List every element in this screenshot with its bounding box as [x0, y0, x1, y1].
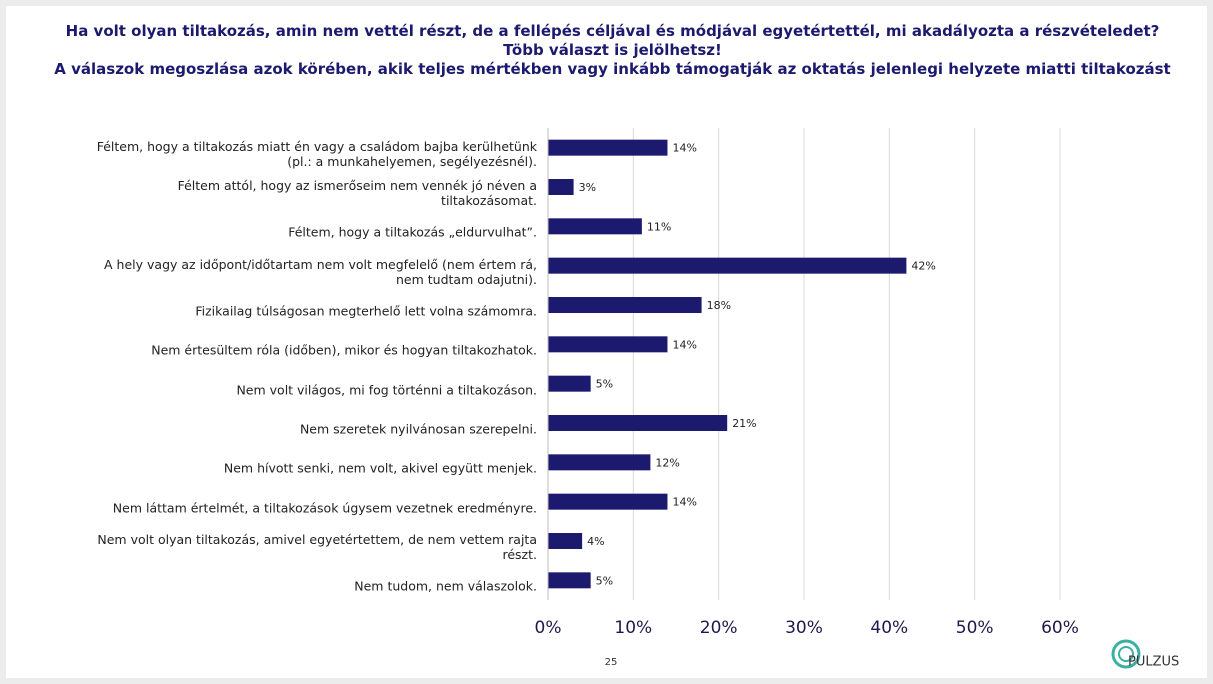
chart-subtitle: A válaszok megoszlása azok körében, akik… [54, 60, 1171, 78]
x-tick-label: 20% [700, 618, 738, 638]
category-label: Féltem attól, hogy az ismerőseim nem ven… [177, 178, 537, 208]
bar [548, 179, 574, 195]
bar [548, 297, 702, 313]
bar [548, 533, 583, 549]
page-number: 25 [605, 657, 618, 668]
bar [548, 218, 642, 235]
value-label: 3% [579, 181, 596, 194]
bar [548, 336, 668, 353]
value-label: 14% [672, 142, 696, 155]
titles: Ha volt olyan tiltakozás, amin nem vetté… [46, 22, 1179, 79]
value-label: 42% [911, 260, 935, 273]
logo-ring [1111, 639, 1141, 669]
bar [548, 493, 668, 510]
category-label: Fizikailag túlságosan megterhelő lett vo… [195, 303, 537, 319]
value-label: 11% [647, 220, 671, 233]
value-label: 18% [707, 299, 731, 312]
value-label: 14% [672, 338, 696, 351]
bar [548, 375, 591, 392]
bar [548, 454, 651, 471]
category-label: Nem hívott senki, nem volt, akivel együt… [223, 460, 537, 476]
category-label: Nem láttam értelmét, a tiltakozások úgys… [112, 500, 537, 516]
category-label: Nem értesültem róla (időben), mikor és h… [151, 342, 537, 358]
x-tick-label: 40% [870, 618, 908, 638]
bar [548, 572, 591, 589]
bar [548, 139, 668, 156]
category-label: Nem volt világos, mi fog történni a tilt… [236, 382, 537, 398]
x-tick-label: 30% [785, 618, 823, 638]
value-label: 21% [732, 417, 756, 430]
x-tick-label: 50% [956, 618, 994, 638]
category-label: Nem volt olyan tiltakozás, amivel egyeté… [97, 532, 537, 562]
category-label: Nem tudom, nem válaszolok. [354, 578, 537, 594]
category-label: Nem szeretek nyilvánosan szerepelni. [299, 421, 537, 437]
value-label: 5% [596, 574, 613, 587]
logo-ring-inner [1118, 646, 1134, 662]
bar [548, 415, 728, 431]
category-label: Féltem, hogy a tiltakozás „eldurvulhat”. [288, 224, 537, 240]
x-tick-label: 60% [1041, 618, 1079, 638]
x-tick-label: 10% [614, 618, 652, 638]
logo: PULZUS [1111, 639, 1179, 670]
value-label: 4% [587, 535, 604, 548]
category-label: Féltem, hogy a tiltakozás miatt én vagy … [96, 138, 537, 169]
value-label: 14% [672, 496, 696, 509]
chart-title: Ha volt olyan tiltakozás, amin nem vetté… [65, 22, 1160, 59]
chart: 25 PULZUS 0% 10% 20% 30% 40% 50% 60% 14% 3% 11% 42… [535, 128, 1179, 670]
value-label: 5% [596, 378, 613, 391]
x-tick-label: 0% [535, 618, 562, 638]
logo-text: PULZUS [1128, 655, 1179, 670]
category-label: A hely vagy az időpont/időtartam nem vol… [104, 256, 537, 287]
bar [548, 257, 907, 274]
value-label: 12% [655, 456, 679, 469]
